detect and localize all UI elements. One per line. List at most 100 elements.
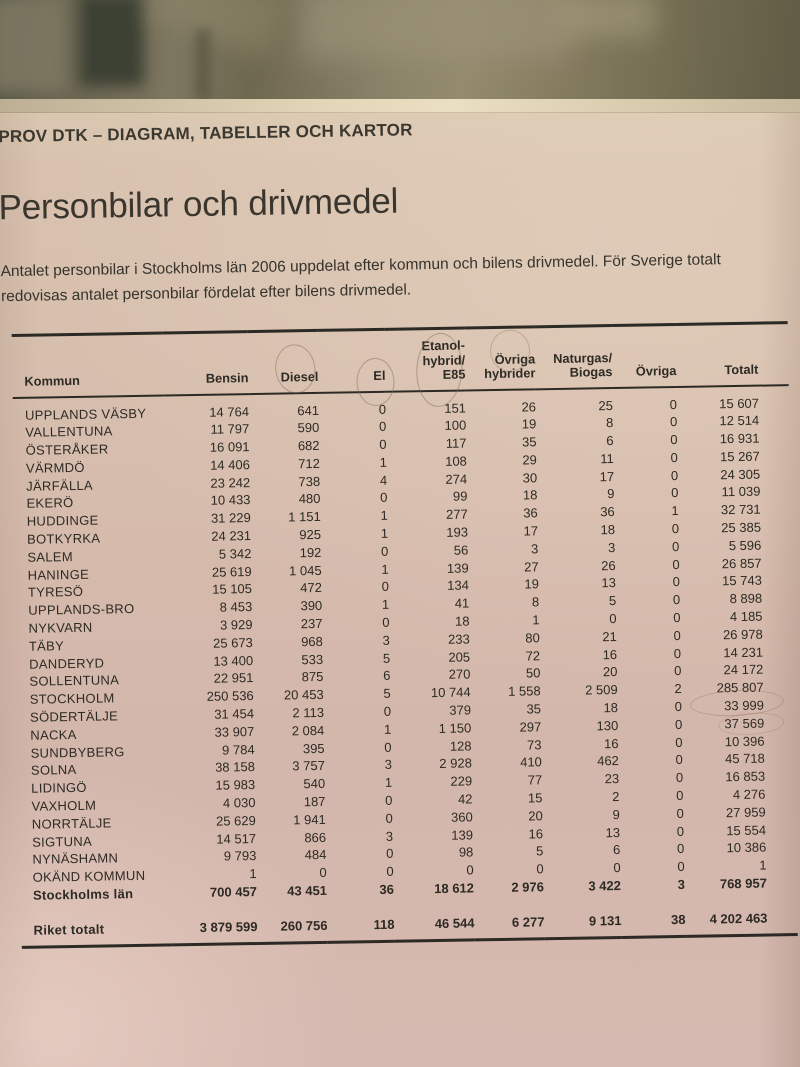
cell-value: 0 <box>669 396 678 412</box>
cell-value: 17 <box>599 468 615 484</box>
cell-value: 233 <box>447 631 470 647</box>
cell-value: 0 <box>385 810 393 826</box>
cell-value: 4 202 463 <box>709 910 768 927</box>
cell-value: 11 039 <box>721 484 761 500</box>
cell-value: 9 131 <box>588 912 622 929</box>
cell-value: 0 <box>670 467 679 483</box>
background-blur-shape <box>556 0 656 38</box>
cell-value: 8 <box>531 594 540 610</box>
cell-value: 237 <box>300 615 323 632</box>
cell-value: 15 554 <box>726 822 767 838</box>
cell-value: 16 091 <box>209 439 250 455</box>
cell-value: 9 <box>612 806 620 822</box>
cell-value: 0 <box>381 579 390 595</box>
background-blur-shape <box>0 0 68 94</box>
cell-value: 5 <box>535 843 544 859</box>
page-title: Personbilar och drivmedel <box>0 181 399 228</box>
cell-value: 16 931 <box>719 430 760 447</box>
cell-value: 4 276 <box>732 786 766 803</box>
cell-value: 1 558 <box>508 683 541 700</box>
cell-value: 3 <box>607 539 616 556</box>
cell-value: 1 <box>381 597 390 613</box>
cell-value: 0 <box>675 752 683 768</box>
cell-value: 205 <box>448 649 471 665</box>
cell-value: 0 <box>670 432 678 448</box>
cell-value: 15 <box>527 790 543 806</box>
cell-value: 360 <box>450 809 473 825</box>
cell-value: 0 <box>671 485 679 501</box>
cell-value: 25 385 <box>721 519 762 536</box>
cell-value: 2 <box>674 681 682 697</box>
cell-value: 11 <box>600 450 614 467</box>
cell-value: 0 <box>675 734 683 750</box>
cell-value: 193 <box>446 524 469 540</box>
cell-value: 0 <box>672 574 681 590</box>
cell-value: 27 <box>524 558 539 575</box>
cell-value: 26 978 <box>722 626 763 643</box>
cell-value: 3 422 <box>588 877 622 894</box>
paper-sheet: PROV DTK – DIAGRAM, TABELLER OCH KARTOR … <box>0 99 800 1067</box>
cell-value: 100 <box>444 417 467 434</box>
cell-value: 484 <box>304 847 327 863</box>
cell-value: 277 <box>445 506 468 523</box>
cell-kommun: UPPLANDS VÄSBY <box>24 405 147 423</box>
cell-value: 0 <box>613 860 621 876</box>
cell-value: 15 743 <box>721 573 763 589</box>
cell-value: 3 <box>382 632 390 648</box>
cell-value: 0 <box>536 861 544 877</box>
cell-value: 9 793 <box>223 848 257 864</box>
cell-value: 41 <box>454 595 470 611</box>
cell-value: 9 <box>607 486 615 502</box>
cell-value: 77 <box>527 772 543 788</box>
cell-value: 25 629 <box>215 812 256 829</box>
cell-value: 0 <box>671 521 680 537</box>
cell-value: 0 <box>673 645 682 661</box>
cell-value: 33 907 <box>214 723 255 740</box>
cell-value: 1 <box>383 721 392 737</box>
cell-value: 462 <box>597 753 619 769</box>
cell-value: 118 <box>373 916 395 932</box>
cell-value: 80 <box>525 630 540 646</box>
cell-value: 3 <box>530 541 539 557</box>
cell-value: 4 030 <box>222 795 256 811</box>
cell-value: 1 <box>671 503 679 519</box>
cell-value: 19 <box>524 576 540 593</box>
cell-value: 9 784 <box>221 741 255 758</box>
cell-value: 8 898 <box>729 590 763 607</box>
cell-value: 32 731 <box>720 501 761 518</box>
cell-value: 5 <box>383 686 391 702</box>
cell-value: 19 <box>521 416 537 432</box>
cell-value: 0 <box>675 770 684 786</box>
cell-value: 738 <box>298 473 321 489</box>
cell-value: 6 <box>612 842 621 858</box>
cell-value: 1 150 <box>438 720 472 736</box>
cell-value: 22 951 <box>213 670 254 687</box>
background-blur-shape <box>80 0 144 86</box>
cell-value: 14 231 <box>723 644 764 660</box>
cell-value: 20 453 <box>283 687 324 703</box>
cell-value: 26 <box>601 557 616 573</box>
cell-value: 3 879 599 <box>199 918 258 935</box>
cell-value: 1 <box>532 612 540 628</box>
cell-value: 1 151 <box>288 509 321 525</box>
cell-value: 20 <box>602 664 618 680</box>
cell-value: 0 <box>676 805 684 821</box>
cell-value: 73 <box>526 736 542 753</box>
cell-value: 24 231 <box>211 528 252 544</box>
cell-value: 192 <box>299 544 322 561</box>
cell-value: 14 764 <box>209 403 250 420</box>
cell-value: 6 <box>606 433 614 449</box>
cell-value: 20 <box>528 808 543 824</box>
cell-value: 0 <box>674 698 683 715</box>
cell-value: 117 <box>445 435 467 451</box>
cell-value: 5 <box>608 593 617 609</box>
cell-value: 395 <box>302 740 325 756</box>
cell-value: 10 386 <box>726 839 767 856</box>
background-blur-shape <box>143 0 287 59</box>
cell-value: 134 <box>447 577 470 594</box>
cell-value: 30 <box>522 469 538 486</box>
cell-kommun: Riket totalt <box>33 921 105 938</box>
cell-value: 18 <box>522 487 538 504</box>
cell-value: 46 544 <box>434 915 475 931</box>
